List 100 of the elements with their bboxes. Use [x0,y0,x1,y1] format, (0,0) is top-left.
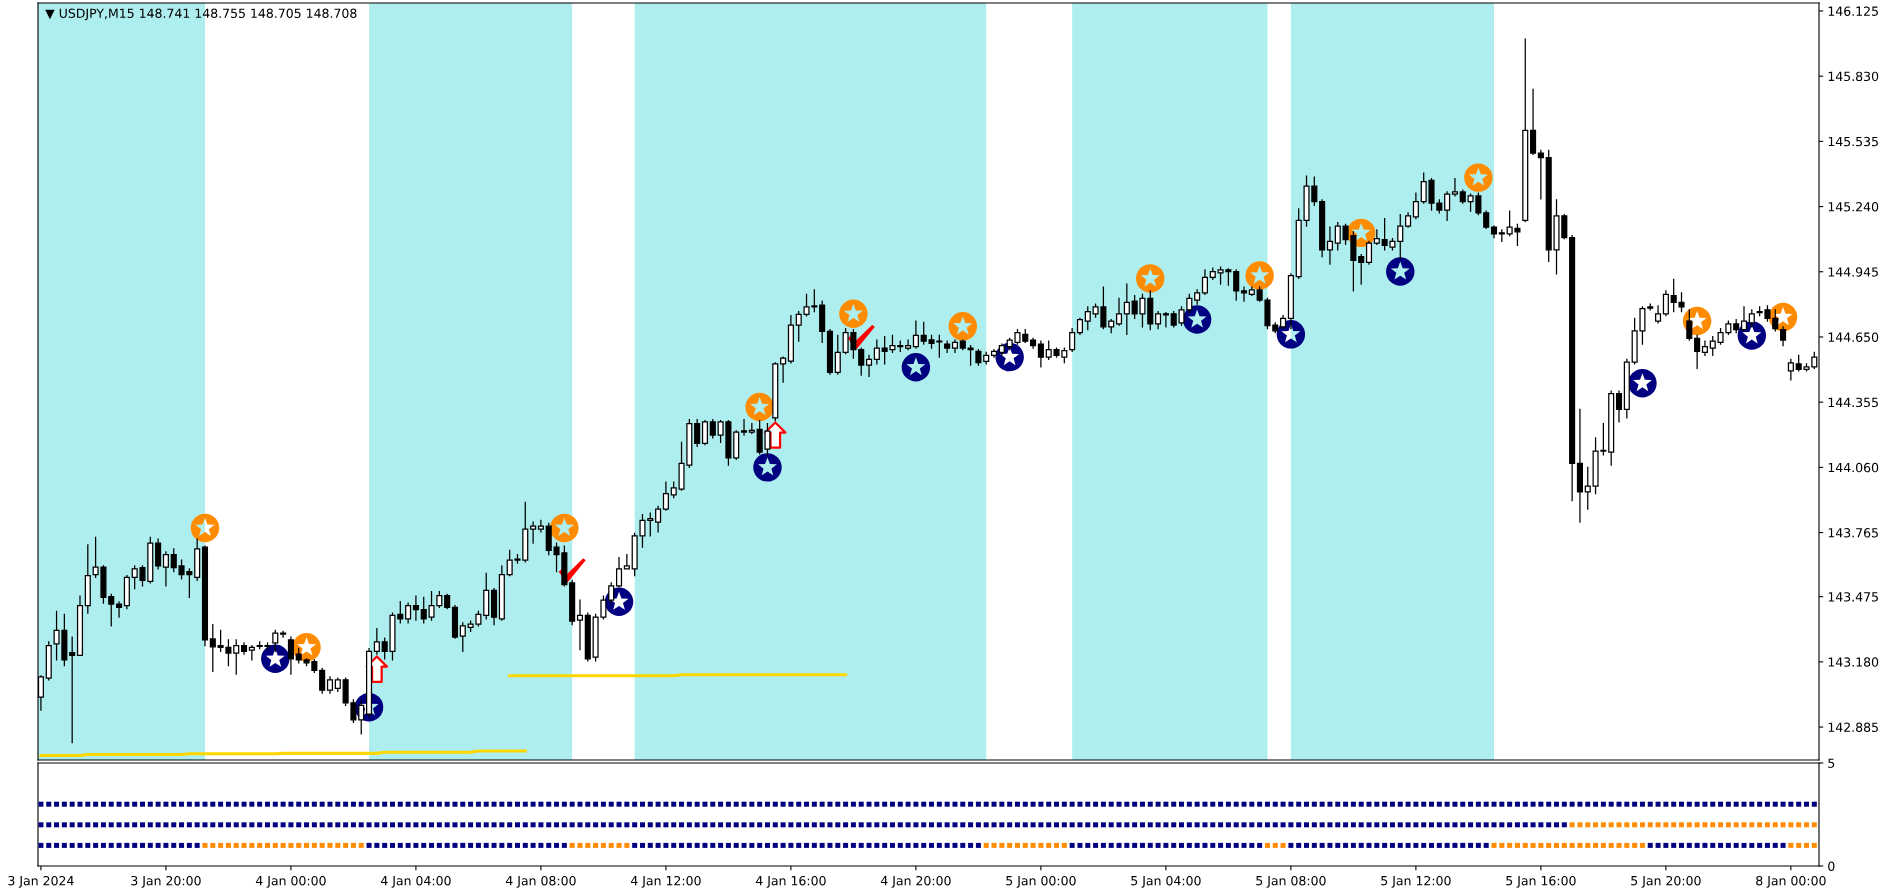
candlestick [1608,390,1615,466]
candlestick [701,420,709,446]
candlestick [209,624,216,672]
candlestick [1287,273,1294,330]
point [1136,264,1165,293]
candlestick [951,339,959,354]
candlestick [1194,289,1201,305]
candlestick [358,700,365,735]
point [1628,368,1657,398]
candlestick [1615,390,1623,423]
candlestick [1459,189,1466,204]
candlestick [490,588,498,626]
candlestick [1030,337,1037,349]
candlestick [241,642,248,655]
candlestick [787,314,794,364]
candlestick [459,622,466,652]
candlestick [576,599,584,651]
y-tick-label: 145.830 [1828,71,1879,82]
x-tick-label: 4 Jan 04:00 [380,875,451,888]
y-tick-label: 145.240 [1828,202,1879,212]
candlestick [662,481,669,511]
x-tick-label: 4 Jan 12:00 [630,875,701,888]
candlestick [709,419,716,439]
candlestick [1444,191,1451,221]
candlestick [740,419,748,436]
candlestick [615,556,623,588]
candlestick [1373,229,1380,245]
candlestick [123,575,130,610]
point [1245,261,1274,290]
candlestick [1084,306,1091,331]
point [1182,305,1212,334]
candlestick [84,544,91,614]
candlestick [1498,229,1505,243]
candlestick [865,354,873,377]
candlestick [1201,269,1209,295]
candlestick [1358,253,1365,285]
point [261,644,290,673]
candlestick [912,320,919,349]
candlestick [623,554,630,570]
x-tick-label: 4 Jan 16:00 [755,875,826,888]
y-tick-label: 144.650 [1828,332,1879,342]
point [745,392,774,422]
candlestick [584,612,591,662]
candlestick [287,636,294,675]
candlestick [155,538,162,570]
candlestick [1326,226,1333,265]
candlestick [1780,326,1787,347]
candlestick [733,430,740,461]
candlestick [975,348,982,366]
candlestick [162,551,169,587]
candlestick [233,639,240,675]
candlestick [194,538,201,581]
candlestick [1412,192,1419,220]
y-tick-label: 142.885 [1828,722,1878,732]
candlestick [1280,314,1287,330]
candlestick [967,344,974,366]
candlestick [1530,88,1537,156]
y-tick-label: 143.765 [1828,528,1878,538]
x-tick-label: 5 Jan 20:00 [1631,875,1701,888]
candlestick [748,422,755,434]
candlestick [1162,312,1169,328]
y-tick-label: 144.355 [1828,397,1878,408]
candlestick [69,636,76,744]
candlestick [108,593,115,627]
candlestick [1405,212,1412,228]
candlestick [608,582,615,604]
point [948,312,978,341]
x-tick-label: 5 Jan 08:00 [1256,875,1326,888]
y-tick-label: 144.060 [1828,462,1879,473]
candlestick [1701,340,1708,356]
candlestick [1623,358,1630,419]
candlestick [1248,286,1255,297]
candlestick [694,419,701,447]
candlestick [1115,297,1123,326]
candlestick [959,339,966,351]
x-tick-label: 3 Jan 2024 [8,875,74,888]
candlestick [1451,178,1458,197]
x-tick-label: 5 Jan 16:00 [1506,875,1576,888]
candlestick [334,677,341,692]
candlestick [201,545,209,647]
candlestick [1037,340,1044,368]
candlestick [280,630,287,638]
chart-title: ▼ USDJPY,M15 148.741 148.755 148.705 148.708 [45,8,357,21]
candlestick [1787,358,1794,381]
x-tick-label: 5 Jan 00:00 [1006,875,1076,888]
candlestick [1365,240,1373,265]
candlestick [248,645,255,661]
candlestick [826,329,834,375]
candlestick [1694,334,1701,369]
candlestick [858,347,865,376]
x-tick-label: 5 Jan 04:00 [1131,875,1201,888]
candlestick [1334,222,1341,251]
x-tick-label: 8 Jan 00:00 [1756,875,1826,888]
y-tick-label: 143.475 [1828,592,1878,602]
x-tick-label: 5 Jan 12:00 [1381,875,1451,888]
candlestick [451,605,459,639]
candlestick [1483,210,1490,230]
x-tick-label: 3 Jan 20:00 [131,875,201,888]
candlestick [530,521,537,544]
x-tick-label: 4 Jan 20:00 [880,875,951,888]
